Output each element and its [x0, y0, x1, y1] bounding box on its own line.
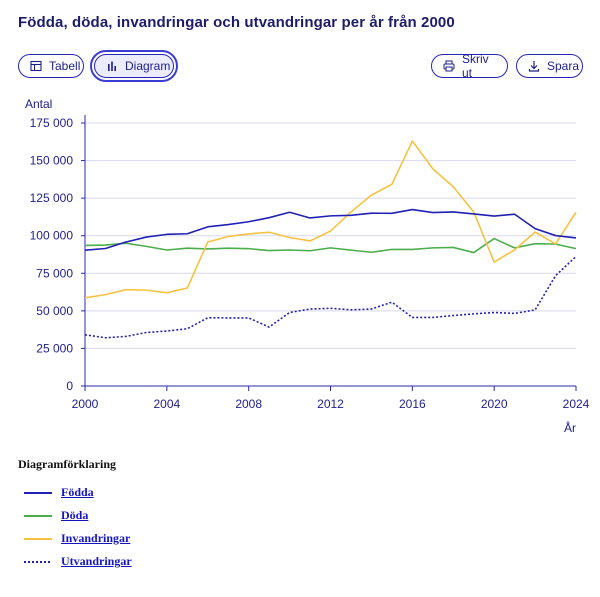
bar-chart-icon	[106, 60, 118, 72]
skriv-ut-button[interactable]: Skriv ut	[431, 52, 508, 80]
legend-label-fodda[interactable]: Födda	[61, 485, 94, 499]
y-tick-label: 50 000	[36, 304, 73, 318]
y-tick-label: 100 000	[30, 229, 74, 243]
series-line-utvandringar	[84, 255, 577, 339]
legend-swatch-utvandringar	[24, 560, 52, 563]
legend-label-doda[interactable]: Döda	[61, 508, 89, 522]
y-tick-label: 125 000	[30, 191, 74, 205]
legend-title: Diagramförklaring	[18, 457, 116, 471]
legend-swatch-invandringar	[24, 537, 52, 540]
line-chart: 0 25 000 50 000 75 000 100 000 125 000 150 000…	[25, 97, 590, 435]
legend-item-fodda[interactable]: Födda	[24, 485, 94, 500]
x-tick-label: 2012	[317, 397, 344, 411]
legend-label-utvandringar[interactable]: Utvandringar	[61, 554, 132, 568]
diagram-button[interactable]: Diagram	[90, 50, 178, 82]
legend-swatch-fodda	[24, 491, 52, 494]
y-tick-label: 150 000	[30, 154, 74, 168]
skriv-ut-label: Skriv ut	[462, 52, 489, 80]
tabell-button[interactable]: Tabell	[18, 54, 84, 78]
legend-swatch-doda	[24, 514, 52, 517]
series-line-invandringar	[84, 140, 577, 299]
diagram-label: Diagram	[125, 59, 171, 73]
table-icon	[30, 60, 42, 72]
x-tick-label: 2016	[399, 397, 426, 411]
legend-label-invandringar[interactable]: Invandringar	[61, 531, 131, 545]
spara-button[interactable]: Spara	[516, 54, 583, 78]
legend-item-utvandringar[interactable]: Utvandringar	[24, 554, 132, 569]
legend-item-doda[interactable]: Döda	[24, 508, 88, 523]
series-line-doda	[84, 237, 577, 254]
spara-label: Spara	[547, 59, 580, 73]
tabell-label: Tabell	[49, 59, 81, 73]
y-tick-label: 25 000	[36, 341, 73, 355]
series-line-fodda	[84, 208, 577, 251]
x-tick-label: 2024	[563, 397, 590, 411]
printer-icon	[443, 60, 455, 72]
x-tick-label: 2004	[153, 397, 180, 411]
x-axis-label: År	[564, 420, 576, 435]
chart-title: Födda, döda, invandringar och utvandring…	[18, 14, 455, 31]
y-tick-label: 175 000	[30, 116, 74, 130]
x-tick-label: 2000	[72, 397, 99, 411]
legend-item-invandringar[interactable]: Invandringar	[24, 531, 130, 546]
y-tick-label: 0	[66, 379, 73, 393]
y-axis-label: Antal	[25, 97, 52, 111]
x-tick-label: 2008	[235, 397, 262, 411]
x-tick-label: 2020	[481, 397, 508, 411]
download-icon	[528, 60, 540, 72]
y-tick-label: 75 000	[36, 266, 73, 280]
